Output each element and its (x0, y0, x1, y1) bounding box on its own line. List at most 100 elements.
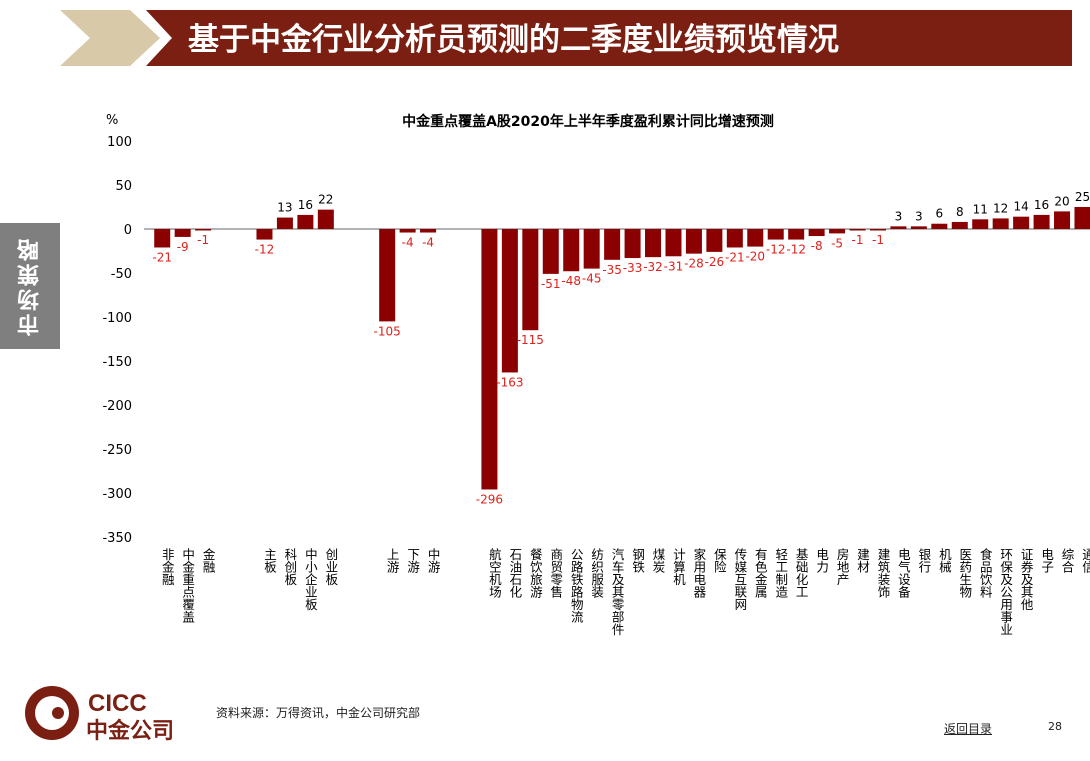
data-label: 3 (915, 209, 923, 223)
data-label: 16 (298, 198, 313, 212)
page-number: 28 (1048, 720, 1062, 733)
x-tick-label: 医药生物 (957, 548, 972, 599)
bar (174, 229, 191, 237)
y-tick-label: -250 (102, 443, 132, 458)
bar (829, 229, 846, 234)
chart-title: 中金重点覆盖A股2020年上半年季度盈利累计同比增速预测 (402, 113, 774, 130)
x-tick-label: 下游 (405, 548, 420, 573)
x-tick-label: 科创板 (282, 548, 297, 586)
bar (767, 229, 784, 240)
data-label: -32 (643, 260, 663, 274)
bar (624, 229, 641, 259)
bar (563, 229, 580, 272)
x-tick-label: 家用电器 (691, 547, 706, 599)
cicc-logo: CICC 中金公司 (25, 686, 174, 743)
bar (1013, 216, 1030, 229)
bar (481, 229, 498, 490)
x-tick-label: 建材 (855, 548, 870, 573)
data-label: -51 (541, 277, 561, 291)
data-label: 22 (318, 193, 333, 207)
back-to-contents-link[interactable]: 返回目录 (944, 722, 993, 736)
x-tick-label: 中金重点覆盖 (180, 547, 195, 623)
x-tick-label: 汽车及其零部件 (610, 547, 625, 636)
bar (379, 229, 396, 322)
x-tick-label: 综合 (1060, 548, 1075, 573)
bar (747, 229, 764, 247)
bar (1054, 211, 1071, 229)
bar (420, 229, 437, 233)
data-label: -28 (684, 257, 704, 271)
data-label: -21 (152, 250, 172, 264)
x-tick-label: 钢铁 (630, 548, 645, 573)
data-label: 25 (1075, 190, 1090, 204)
data-label: -5 (831, 236, 843, 250)
x-axis-categories: 非金融 中金重点覆盖 金融 主板 科创板 中小企业板 创业板 上游 下游 中游 航空机场 石油石化 餐饮… (160, 547, 1090, 636)
bar (256, 229, 273, 240)
data-label: -12 (766, 243, 786, 257)
data-label: -296 (476, 492, 503, 506)
bar (706, 229, 723, 252)
x-tick-label: 建筑装饰 (875, 548, 890, 598)
side-tab[interactable]: 市场策略 (0, 223, 60, 349)
data-label: -26 (705, 255, 725, 269)
bar (317, 209, 334, 229)
data-label: 8 (956, 205, 964, 219)
x-tick-label: 食品饮料 (978, 547, 993, 598)
bar (399, 229, 416, 233)
data-label: -8 (811, 239, 823, 253)
bar (195, 229, 212, 231)
x-tick-label: 公路铁路物流 (569, 548, 584, 623)
x-tick-label: 机械 (937, 548, 952, 573)
y-tick-label: -100 (102, 311, 132, 326)
x-tick-label: 石油石化 (507, 548, 522, 599)
bar (726, 229, 743, 248)
x-tick-label: 航空机场 (487, 547, 502, 598)
bar (583, 229, 600, 269)
x-tick-label: 上游 (385, 548, 400, 573)
x-tick-label: 计算机 (671, 548, 686, 586)
data-label: -21 (725, 250, 745, 264)
x-tick-label: 中游 (426, 547, 441, 573)
bar (910, 226, 927, 229)
data-label: 20 (1054, 194, 1069, 208)
data-label: -1 (197, 233, 209, 247)
bar-chart: 中金重点覆盖A股2020年上半年季度盈利累计同比增速预测 % 100 50 0 -50… (102, 113, 1090, 636)
x-tick-label: 餐饮旅游 (528, 547, 543, 598)
x-tick-label: 纺织服装 (589, 548, 604, 599)
bar (951, 221, 968, 229)
data-label: -115 (517, 333, 544, 347)
logo-cn: 中金公司 (86, 718, 174, 743)
data-label: -163 (496, 375, 523, 389)
bar (522, 229, 539, 331)
title-banner: 基于中金行业分析员预测的二季度业绩预览情况 (60, 10, 1072, 66)
data-label: 14 (1013, 200, 1028, 214)
bar (501, 229, 518, 373)
y-tick-label: -200 (102, 399, 132, 414)
x-tick-label: 银行 (916, 548, 931, 574)
x-tick-label: 中小企业板 (303, 547, 318, 611)
y-tick-label: 100 (107, 135, 132, 150)
data-label: -4 (422, 236, 434, 250)
bar (1074, 207, 1090, 229)
data-label: 3 (895, 209, 903, 223)
bar (604, 229, 621, 260)
x-tick-label: 证券及其他 (1019, 548, 1034, 611)
x-tick-label: 保险 (712, 548, 727, 573)
data-label: 12 (993, 201, 1008, 215)
x-tick-label: 电子 (1039, 548, 1054, 573)
data-label: -48 (561, 274, 581, 288)
logo-en: CICC (88, 690, 147, 717)
y-tick-label: 0 (124, 223, 132, 238)
bar (788, 229, 805, 240)
data-label: -33 (623, 261, 643, 275)
bar (890, 226, 907, 229)
data-label: -9 (177, 240, 189, 254)
data-label: 11 (973, 202, 988, 216)
data-label: -31 (664, 259, 684, 273)
y-tick-label: -50 (111, 267, 132, 282)
x-tick-label: 主板 (262, 548, 277, 574)
bar (297, 214, 314, 229)
data-label: 16 (1034, 198, 1049, 212)
y-axis: 100 50 0 -50 -100 -150 -200 -250 -300 -350 (102, 135, 132, 546)
